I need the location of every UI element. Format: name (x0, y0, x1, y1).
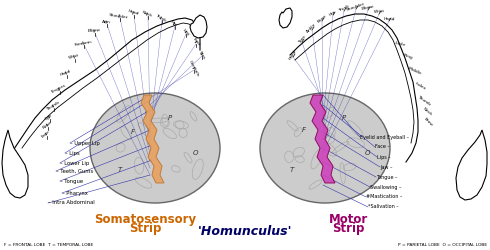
Text: Motor: Motor (328, 213, 368, 226)
Text: – Lips: – Lips (65, 150, 80, 156)
Polygon shape (2, 130, 28, 198)
Text: – Pharynx: – Pharynx (62, 190, 88, 196)
Text: Trunk: Trunk (338, 5, 350, 13)
Text: Wrist: Wrist (373, 10, 385, 14)
Text: Elbow: Elbow (87, 28, 100, 34)
Text: Eye: Eye (45, 113, 53, 121)
Polygon shape (279, 8, 292, 28)
Text: Nose: Nose (42, 120, 52, 130)
Text: Thumb: Thumb (46, 100, 60, 112)
Text: Eyelid and Eyeball –: Eyelid and Eyeball – (360, 134, 409, 140)
Text: Tongue –: Tongue – (376, 174, 397, 180)
Polygon shape (310, 95, 335, 183)
Text: Jaw –: Jaw – (380, 164, 392, 170)
Polygon shape (456, 130, 487, 200)
Text: P = PARIETAL LOBE  O = OCCIPITAL LOBE: P = PARIETAL LOBE O = OCCIPITAL LOBE (398, 243, 487, 247)
Text: Neck: Neck (421, 107, 433, 117)
Text: Arm: Arm (101, 20, 110, 24)
Text: Hip: Hip (329, 9, 337, 17)
Text: Hand: Hand (60, 69, 72, 77)
Text: Foot: Foot (192, 37, 200, 47)
Text: Ankle: Ankle (306, 22, 318, 34)
Text: Hip: Hip (170, 20, 178, 28)
Text: Swallowing –: Swallowing – (370, 184, 401, 190)
Text: Toes: Toes (297, 35, 307, 45)
Text: – Upper Lip: – Upper Lip (70, 140, 100, 145)
Text: Index: Index (414, 81, 426, 91)
Text: T: T (118, 167, 122, 173)
Text: – Intra Abdominal: – Intra Abdominal (48, 200, 95, 205)
Text: – Lower Lip: – Lower Lip (60, 160, 89, 166)
Text: Brow: Brow (423, 117, 433, 127)
Text: Little: Little (394, 41, 406, 47)
Text: Genitals: Genitals (188, 59, 200, 77)
Text: O: O (365, 150, 370, 156)
Text: P: P (342, 115, 346, 121)
Text: Fingers: Fingers (51, 84, 67, 94)
Text: Somatosensory: Somatosensory (94, 213, 196, 226)
Text: Strip: Strip (332, 222, 364, 235)
Text: Shoulder: Shoulder (346, 2, 366, 12)
Text: Hand: Hand (288, 49, 298, 61)
Text: Toes: Toes (197, 49, 206, 59)
Text: T: T (290, 167, 294, 173)
Text: Forearm: Forearm (74, 40, 92, 46)
Text: Ring: Ring (403, 54, 413, 60)
Text: Head: Head (127, 10, 139, 16)
Ellipse shape (260, 93, 390, 203)
Text: #Mastication –: #Mastication – (366, 194, 402, 200)
Text: P: P (168, 115, 172, 121)
Text: Knee: Knee (317, 14, 327, 24)
Text: 'Homunculus': 'Homunculus' (198, 225, 292, 238)
Text: – Teeth, Gums: – Teeth, Gums (56, 168, 93, 173)
Text: Neck: Neck (141, 10, 153, 18)
Text: Trunk: Trunk (155, 13, 167, 23)
Text: Leg: Leg (182, 28, 190, 36)
Text: O: O (193, 150, 198, 156)
Text: Elbow: Elbow (361, 5, 375, 11)
Text: Thumb: Thumb (416, 94, 431, 106)
Text: Face: Face (41, 129, 51, 139)
Text: F: F (302, 127, 306, 133)
Text: Middle: Middle (408, 66, 422, 76)
Text: – Tongue: – Tongue (60, 178, 83, 184)
Text: Lips –: Lips – (377, 154, 391, 160)
Text: Wrist: Wrist (68, 54, 80, 60)
Polygon shape (141, 95, 164, 183)
Text: Shoulder: Shoulder (109, 13, 129, 19)
Polygon shape (190, 15, 207, 38)
Text: *Salivation –: *Salivation – (368, 204, 399, 210)
Text: Strip: Strip (129, 222, 161, 235)
Text: Hand: Hand (383, 17, 395, 21)
Text: F: F (131, 129, 135, 135)
Text: F = FRONTAL LOBE  T = TEMPORAL LOBE: F = FRONTAL LOBE T = TEMPORAL LOBE (4, 243, 93, 247)
Text: Face –: Face – (375, 144, 390, 150)
Ellipse shape (90, 93, 220, 203)
